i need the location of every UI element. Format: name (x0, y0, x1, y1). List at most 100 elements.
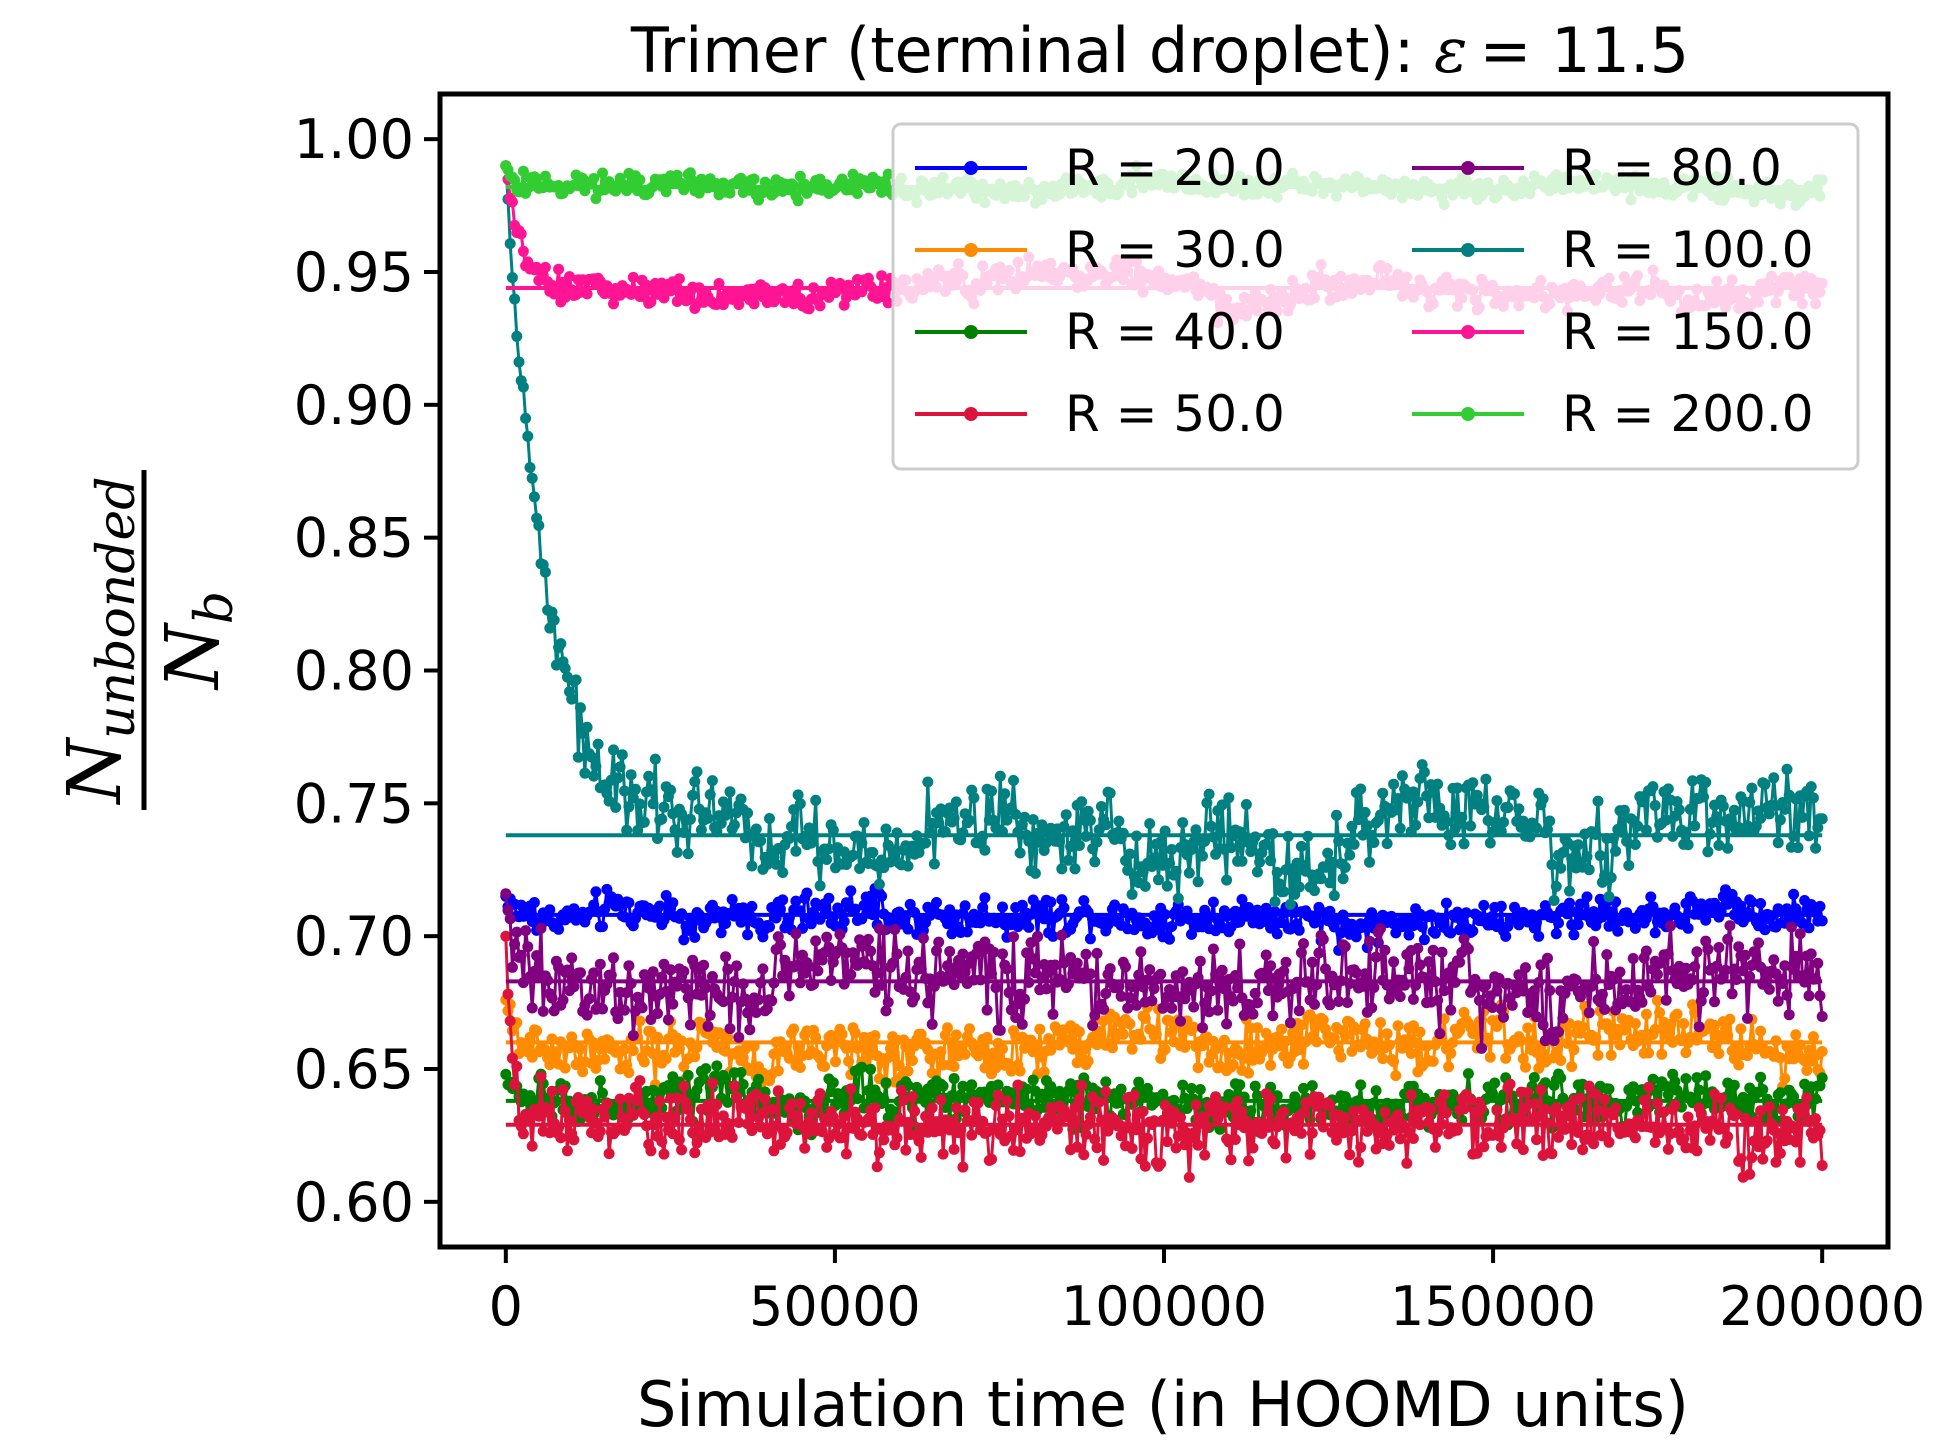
data-point (1605, 1049, 1617, 1061)
data-point (526, 1002, 538, 1014)
data-point (1262, 985, 1274, 996)
data-point (656, 813, 668, 825)
data-point (1627, 953, 1639, 964)
data-point (1355, 783, 1367, 795)
data-point (1001, 963, 1013, 975)
data-point (731, 1091, 743, 1103)
data-point (898, 1094, 910, 1106)
data-point (586, 751, 597, 763)
data-point (1199, 997, 1211, 1009)
data-point (986, 968, 997, 980)
data-point (1339, 941, 1351, 953)
data-point (537, 1005, 549, 1017)
data-point (1137, 1105, 1149, 1117)
data-point (1131, 1124, 1142, 1136)
data-point (1317, 1014, 1329, 1026)
data-point (590, 886, 602, 898)
data-point (1418, 934, 1430, 946)
data-point (1429, 927, 1441, 939)
data-point (627, 1045, 639, 1057)
data-point (706, 971, 718, 982)
data-point (1238, 1053, 1250, 1064)
data-point (570, 674, 582, 686)
data-point (706, 1077, 718, 1089)
data-point (1190, 1099, 1202, 1111)
data-point (1557, 1012, 1569, 1024)
data-point (838, 1111, 850, 1123)
data-point (588, 1103, 600, 1115)
data-point (1058, 902, 1070, 914)
data-point (1781, 763, 1793, 775)
data-point (1394, 822, 1406, 834)
data-point (517, 245, 529, 257)
data-point (1456, 916, 1468, 927)
data-point (594, 958, 606, 970)
data-point (1014, 847, 1026, 859)
data-point (1590, 1088, 1602, 1100)
data-point (845, 969, 857, 981)
data-point (698, 1073, 710, 1085)
data-point (689, 776, 701, 788)
data-point (1722, 842, 1734, 854)
data-point (1216, 964, 1228, 976)
data-point (1346, 820, 1358, 832)
data-point (559, 662, 571, 674)
data-point (1805, 781, 1817, 793)
data-point (821, 854, 833, 865)
data-point (955, 1124, 967, 1136)
data-point (1596, 988, 1608, 1000)
data-point (533, 1110, 545, 1122)
data-point (652, 1031, 663, 1043)
data-point (964, 814, 975, 826)
data-point (1361, 820, 1373, 832)
data-point (1647, 1073, 1659, 1085)
data-point (1476, 1042, 1488, 1054)
data-point (810, 794, 822, 806)
data-point (1816, 813, 1828, 825)
data-point (937, 1148, 949, 1160)
data-point (1647, 781, 1659, 793)
data-point (1548, 1035, 1560, 1047)
data-point (594, 1075, 606, 1087)
data-point (1249, 987, 1261, 999)
data-point (950, 796, 962, 808)
data-point (1812, 957, 1824, 969)
data-point (1645, 986, 1657, 998)
data-point (1229, 970, 1241, 981)
data-point (1612, 925, 1624, 937)
data-point (524, 462, 536, 473)
data-point (1493, 1130, 1505, 1142)
data-point (1036, 1129, 1048, 1141)
data-point (654, 1095, 666, 1107)
data-point (1574, 898, 1586, 910)
data-point (1177, 966, 1189, 978)
data-point (1436, 946, 1448, 958)
data-point (1100, 1076, 1112, 1088)
data-point (1295, 947, 1307, 959)
data-point (856, 940, 868, 952)
data-point (933, 936, 945, 948)
data-point (625, 769, 637, 781)
data-point (845, 1083, 857, 1095)
data-point (623, 1067, 635, 1079)
data-point (717, 299, 729, 311)
data-point (1311, 1100, 1323, 1112)
data-point (959, 1104, 971, 1116)
data-point (1098, 1015, 1110, 1027)
data-point (1713, 942, 1725, 953)
data-point (1555, 862, 1567, 874)
data-point (1370, 1085, 1382, 1097)
data-point (1748, 946, 1760, 958)
data-point (994, 1024, 1006, 1036)
data-point (546, 992, 558, 1004)
data-point (1078, 895, 1090, 907)
data-point (988, 946, 1000, 958)
data-point (1201, 797, 1213, 809)
data-point (1218, 1101, 1230, 1113)
data-point (1544, 815, 1556, 827)
data-point (1517, 1053, 1529, 1065)
data-point (1131, 999, 1142, 1011)
data-point (1232, 1095, 1244, 1107)
data-point (1157, 1088, 1169, 1100)
data-point (711, 1060, 723, 1072)
